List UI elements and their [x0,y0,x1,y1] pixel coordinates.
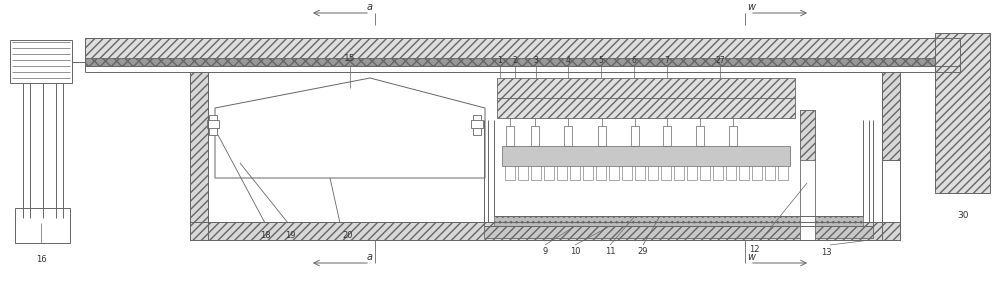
Bar [648,166,658,180]
Bar [190,72,208,240]
Bar [609,166,619,180]
Bar [505,166,515,180]
Bar [935,33,990,193]
Text: 18: 18 [260,231,270,240]
Text: a: a [367,252,373,262]
Text: 2: 2 [513,56,517,65]
Bar [557,166,567,180]
Text: 30: 30 [957,211,969,220]
Bar [85,58,960,66]
Bar [661,166,671,180]
Bar [765,166,775,180]
Bar [518,166,528,180]
Bar [207,120,219,128]
Bar [494,216,863,226]
Bar [497,98,795,118]
Bar [696,126,704,146]
Bar [739,166,749,180]
Bar [674,166,684,180]
Text: 13: 13 [821,248,831,257]
Text: 6: 6 [632,56,636,65]
Text: 4: 4 [566,56,570,65]
Bar [752,166,762,180]
Bar [729,126,737,146]
Bar [800,110,815,240]
Bar [502,146,790,166]
Bar [778,166,788,180]
Bar [531,126,539,146]
Text: 9: 9 [542,247,548,256]
Bar [531,166,541,180]
Text: w: w [747,2,755,12]
Bar [570,166,580,180]
Text: 20: 20 [343,231,353,240]
Text: w: w [747,252,755,262]
Text: 16: 16 [36,255,46,264]
Bar [544,166,554,180]
Bar [190,222,900,240]
Bar [800,110,815,160]
Bar [713,166,723,180]
Text: 19: 19 [285,231,295,240]
Bar [564,126,572,146]
Text: 27: 27 [715,56,725,65]
Bar [663,126,671,146]
Bar [484,226,873,238]
Text: 10: 10 [570,247,580,256]
Bar [506,126,514,146]
Bar [631,126,639,146]
Text: 11: 11 [605,247,615,256]
Text: 5: 5 [599,56,603,65]
Text: a: a [367,2,373,12]
Bar [596,166,606,180]
Bar [583,166,593,180]
Bar [598,126,606,146]
Bar [635,166,645,180]
Bar [15,208,70,243]
Polygon shape [215,78,485,178]
Bar [622,166,632,180]
Bar [882,72,900,160]
Bar [687,166,697,180]
Text: 1: 1 [498,56,502,65]
Text: 3: 3 [534,56,538,65]
Bar [471,120,483,128]
Text: 29: 29 [638,247,648,256]
Bar [700,166,710,180]
Text: 12: 12 [749,245,759,254]
Text: 7: 7 [665,56,669,65]
Bar [85,38,960,58]
Bar [10,40,72,83]
Bar [473,115,481,135]
Text: 15: 15 [344,54,356,63]
Bar [209,115,217,135]
Bar [726,166,736,180]
Bar [497,78,795,98]
Bar [882,160,900,240]
